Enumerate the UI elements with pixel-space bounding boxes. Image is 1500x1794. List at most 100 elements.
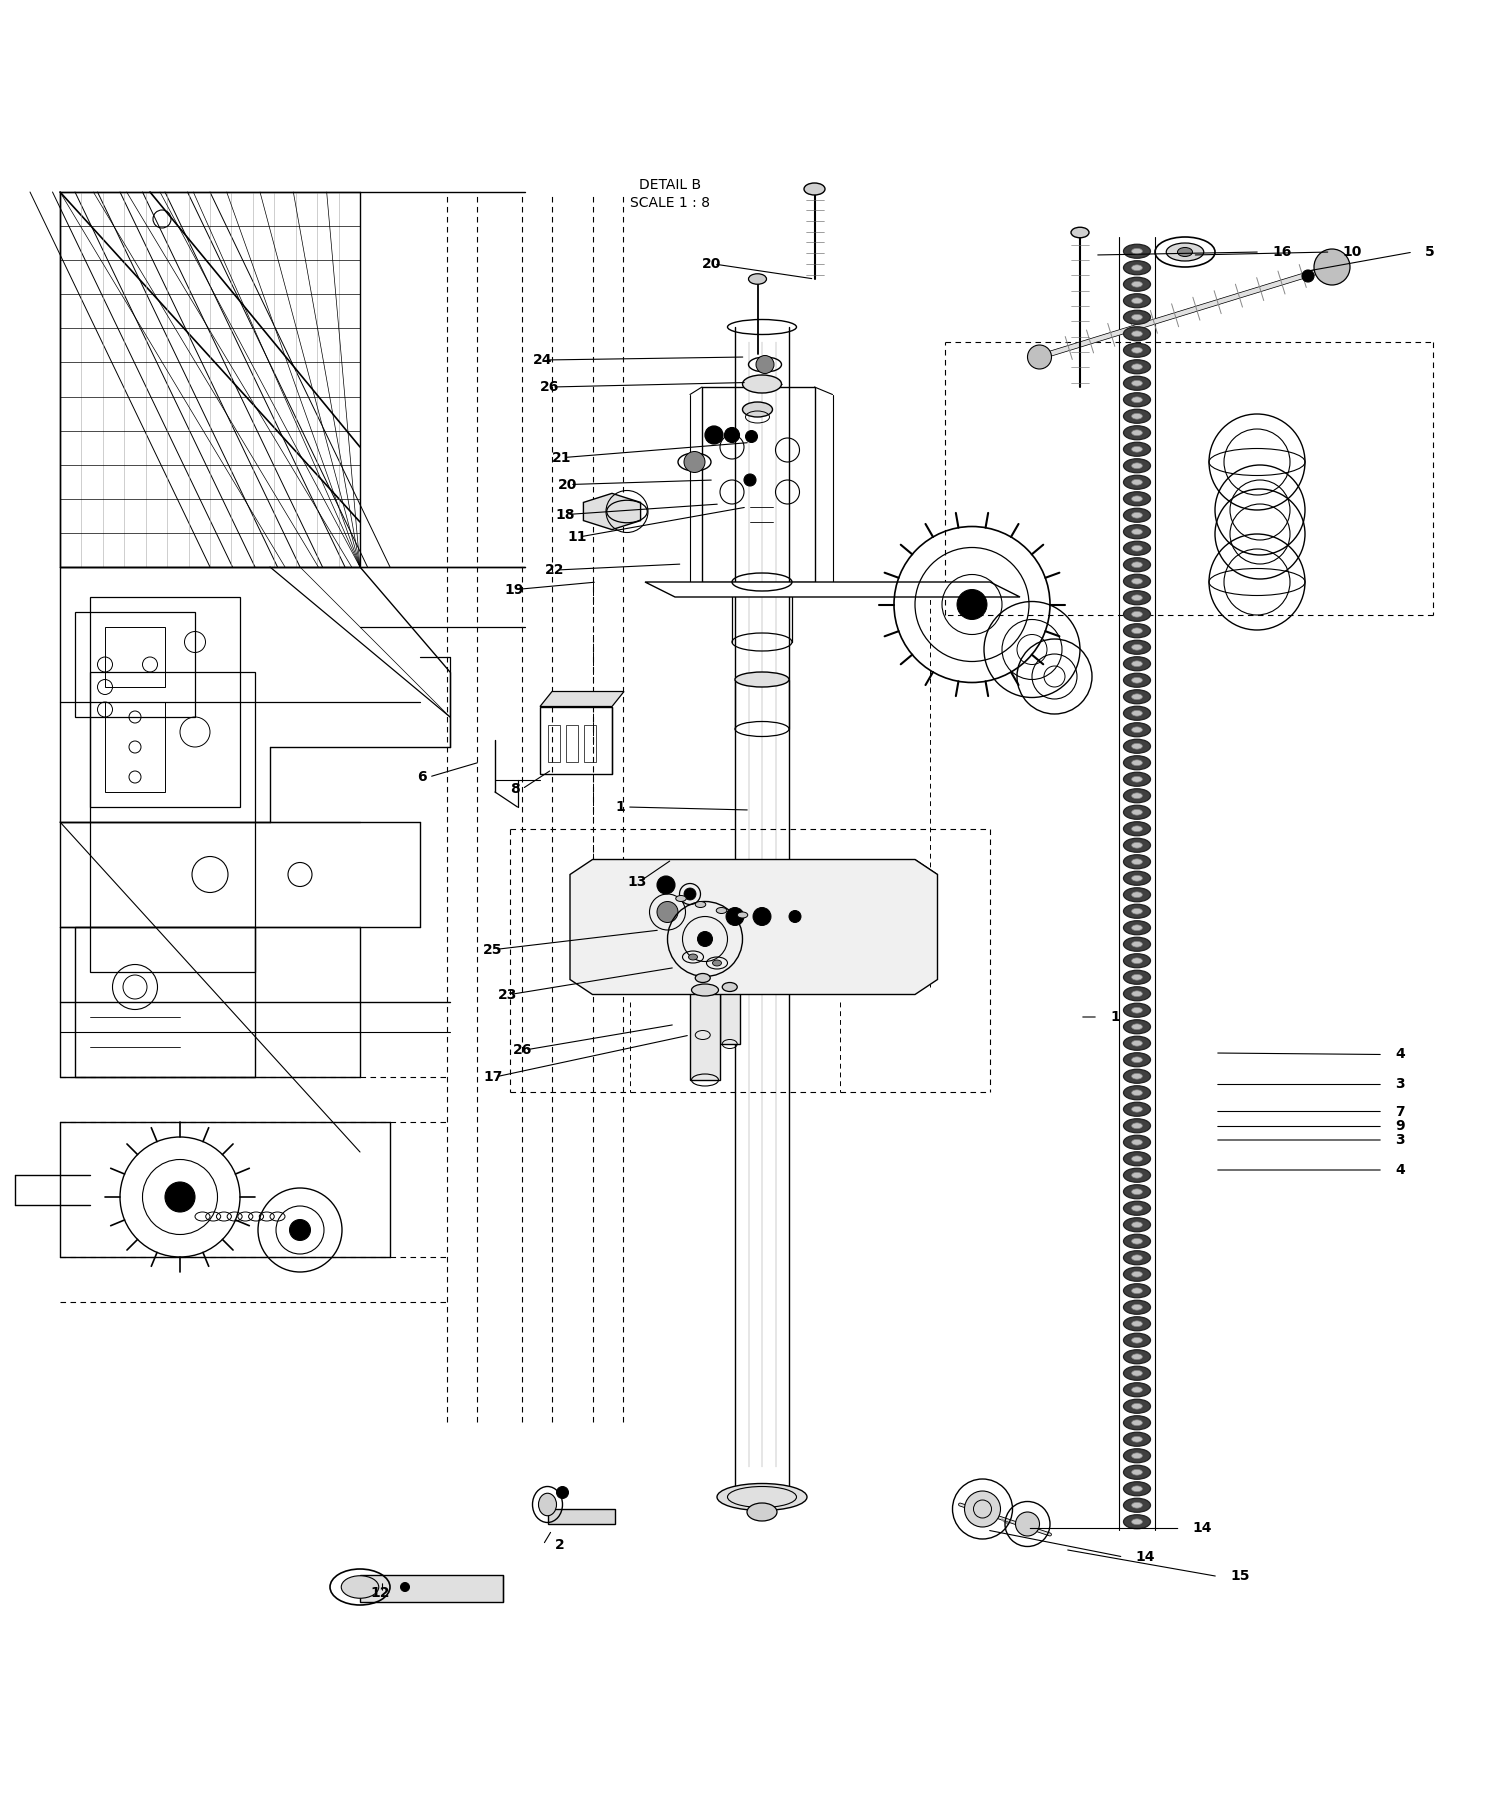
- Text: 15: 15: [1230, 1570, 1250, 1584]
- Ellipse shape: [1131, 529, 1143, 535]
- Ellipse shape: [1124, 260, 1150, 274]
- Ellipse shape: [1131, 660, 1143, 667]
- Ellipse shape: [1124, 872, 1150, 884]
- Ellipse shape: [1124, 393, 1150, 407]
- Ellipse shape: [1131, 380, 1143, 386]
- Polygon shape: [540, 691, 624, 707]
- Ellipse shape: [1131, 1222, 1143, 1227]
- Bar: [360, 1575, 503, 1602]
- Ellipse shape: [1131, 1520, 1143, 1525]
- Ellipse shape: [1124, 459, 1150, 474]
- Ellipse shape: [712, 960, 722, 965]
- Text: 25: 25: [483, 942, 502, 956]
- Ellipse shape: [1131, 1320, 1143, 1326]
- Text: DETAIL B: DETAIL B: [639, 178, 702, 192]
- Ellipse shape: [1131, 1107, 1143, 1112]
- Ellipse shape: [1124, 954, 1150, 967]
- Ellipse shape: [1124, 657, 1150, 671]
- Ellipse shape: [1131, 364, 1143, 370]
- Circle shape: [698, 931, 712, 947]
- Ellipse shape: [1131, 678, 1143, 684]
- Ellipse shape: [1124, 806, 1150, 820]
- Circle shape: [746, 431, 758, 443]
- Ellipse shape: [1124, 1184, 1150, 1198]
- Ellipse shape: [1124, 1498, 1150, 1512]
- Ellipse shape: [1124, 343, 1150, 357]
- Ellipse shape: [1131, 958, 1143, 963]
- Ellipse shape: [1131, 463, 1143, 468]
- Bar: [720, 987, 740, 1044]
- Ellipse shape: [1131, 447, 1143, 452]
- Ellipse shape: [1131, 974, 1143, 980]
- Bar: [540, 707, 612, 773]
- Ellipse shape: [1124, 244, 1150, 258]
- Ellipse shape: [1131, 396, 1143, 402]
- Ellipse shape: [1131, 1254, 1143, 1261]
- Ellipse shape: [1124, 1136, 1150, 1150]
- Ellipse shape: [1124, 624, 1150, 637]
- Polygon shape: [584, 493, 640, 529]
- Text: 24: 24: [532, 353, 552, 368]
- Ellipse shape: [1131, 1041, 1143, 1046]
- Ellipse shape: [1131, 825, 1143, 832]
- Ellipse shape: [1124, 822, 1150, 836]
- Ellipse shape: [1131, 743, 1143, 750]
- Ellipse shape: [1124, 508, 1150, 522]
- Circle shape: [1314, 249, 1350, 285]
- Ellipse shape: [1131, 1272, 1143, 1277]
- Text: 20: 20: [558, 477, 578, 492]
- Text: 12: 12: [370, 1586, 390, 1600]
- Ellipse shape: [1124, 492, 1150, 506]
- Ellipse shape: [1131, 694, 1143, 700]
- Bar: [675, 899, 687, 936]
- Ellipse shape: [1124, 936, 1150, 951]
- Text: 1: 1: [615, 800, 624, 814]
- Ellipse shape: [717, 1484, 807, 1511]
- Ellipse shape: [1124, 1482, 1150, 1496]
- Circle shape: [657, 875, 675, 893]
- Ellipse shape: [1124, 1119, 1150, 1132]
- Ellipse shape: [1124, 789, 1150, 802]
- Ellipse shape: [1131, 1387, 1143, 1392]
- Text: SCALE 1 : 8: SCALE 1 : 8: [630, 196, 711, 210]
- Text: 19: 19: [504, 583, 524, 596]
- Circle shape: [724, 427, 740, 443]
- Ellipse shape: [1124, 920, 1150, 935]
- Ellipse shape: [735, 673, 789, 687]
- Ellipse shape: [1131, 1171, 1143, 1179]
- Ellipse shape: [1124, 755, 1150, 770]
- Ellipse shape: [1124, 1514, 1150, 1528]
- Text: 21: 21: [552, 450, 572, 465]
- Ellipse shape: [1124, 1415, 1150, 1430]
- Ellipse shape: [1124, 425, 1150, 440]
- Circle shape: [756, 355, 774, 373]
- Ellipse shape: [1131, 1008, 1143, 1014]
- Ellipse shape: [1124, 888, 1150, 902]
- Ellipse shape: [1131, 1354, 1143, 1360]
- Ellipse shape: [1124, 854, 1150, 868]
- Ellipse shape: [1124, 1053, 1150, 1067]
- Ellipse shape: [1131, 348, 1143, 353]
- Text: 13: 13: [627, 875, 646, 890]
- Ellipse shape: [1124, 1202, 1150, 1215]
- Ellipse shape: [1131, 1091, 1143, 1096]
- Ellipse shape: [1124, 590, 1150, 605]
- Ellipse shape: [1124, 1432, 1150, 1446]
- Ellipse shape: [1124, 1234, 1150, 1249]
- Ellipse shape: [1131, 710, 1143, 716]
- Ellipse shape: [1178, 248, 1192, 257]
- Ellipse shape: [723, 983, 738, 992]
- Text: 4: 4: [1395, 1163, 1404, 1177]
- Ellipse shape: [1124, 1349, 1150, 1363]
- Circle shape: [1302, 271, 1314, 282]
- Ellipse shape: [1131, 1024, 1143, 1030]
- Ellipse shape: [1124, 1037, 1150, 1049]
- Text: 26: 26: [513, 1042, 532, 1057]
- Ellipse shape: [1131, 761, 1143, 766]
- Ellipse shape: [1131, 578, 1143, 585]
- Ellipse shape: [1124, 574, 1150, 588]
- Ellipse shape: [1124, 310, 1150, 325]
- Ellipse shape: [1124, 377, 1150, 391]
- Ellipse shape: [1124, 1317, 1150, 1331]
- Ellipse shape: [1124, 640, 1150, 655]
